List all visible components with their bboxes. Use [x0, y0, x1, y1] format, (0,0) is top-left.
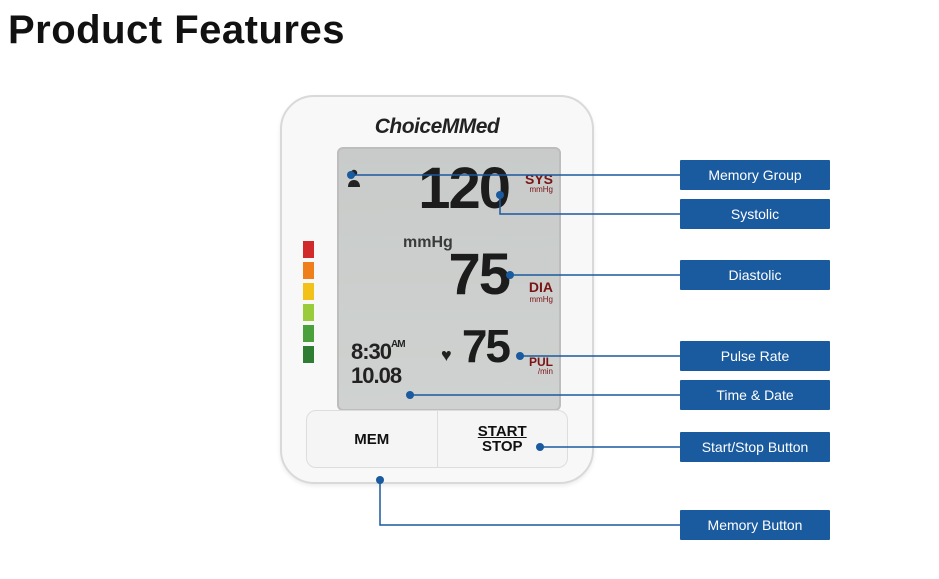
device-body: ChoiceMMed 120 SYS mmHg mmHg 75 DIA mmHg…: [280, 95, 594, 484]
lcd-screen: 120 SYS mmHg mmHg 75 DIA mmHg 75 PUL /mi…: [337, 147, 561, 411]
indicator-segment: [303, 325, 314, 342]
mem-button[interactable]: MEM: [307, 411, 437, 467]
page-title: Product Features: [8, 8, 345, 53]
time-digits: 8:30: [351, 339, 391, 364]
diastolic-unit: mmHg: [529, 295, 553, 304]
systolic-value: 120: [418, 155, 509, 222]
indicator-segment: [303, 241, 314, 258]
diastolic-label: DIA: [529, 279, 553, 295]
time-ampm: AM: [391, 339, 405, 350]
callout-dot-time-date: [406, 391, 414, 399]
indicator-segment: [303, 283, 314, 300]
callout-dot-memory-btn: [376, 476, 384, 484]
callout-dot-systolic: [496, 191, 504, 199]
start-label: START: [478, 424, 527, 439]
callout-memory-group: Memory Group: [680, 160, 830, 190]
diastolic-value: 75: [448, 241, 509, 308]
indicator-segment: [303, 262, 314, 279]
unit-mmhg: mmHg: [403, 234, 453, 252]
callout-dot-memory-group: [347, 171, 355, 179]
stop-label: STOP: [478, 439, 527, 454]
pressure-indicator-bar: [303, 241, 314, 367]
callout-pulse-rate: Pulse Rate: [680, 341, 830, 371]
systolic-unit: mmHg: [529, 185, 553, 194]
pulse-value: 75: [462, 319, 509, 373]
indicator-segment: [303, 304, 314, 321]
callout-diastolic: Diastolic: [680, 260, 830, 290]
date-value: 10.08: [351, 363, 401, 389]
device-brand: ChoiceMMed: [282, 115, 592, 139]
date-digits: 10.08: [351, 363, 401, 388]
callout-dot-start-stop: [536, 443, 544, 451]
time-value: 8:30AM: [351, 339, 405, 365]
callout-dot-diastolic: [506, 271, 514, 279]
heart-icon: ♥: [441, 345, 452, 366]
callout-systolic: Systolic: [680, 199, 830, 229]
callout-start-stop: Start/Stop Button: [680, 432, 830, 462]
button-panel: MEM START STOP: [306, 410, 568, 468]
pulse-unit: /min: [538, 367, 553, 376]
callout-memory-btn: Memory Button: [680, 510, 830, 540]
start-stop-button[interactable]: START STOP: [437, 411, 568, 467]
callout-dot-pulse-rate: [516, 352, 524, 360]
indicator-segment: [303, 346, 314, 363]
callout-time-date: Time & Date: [680, 380, 830, 410]
